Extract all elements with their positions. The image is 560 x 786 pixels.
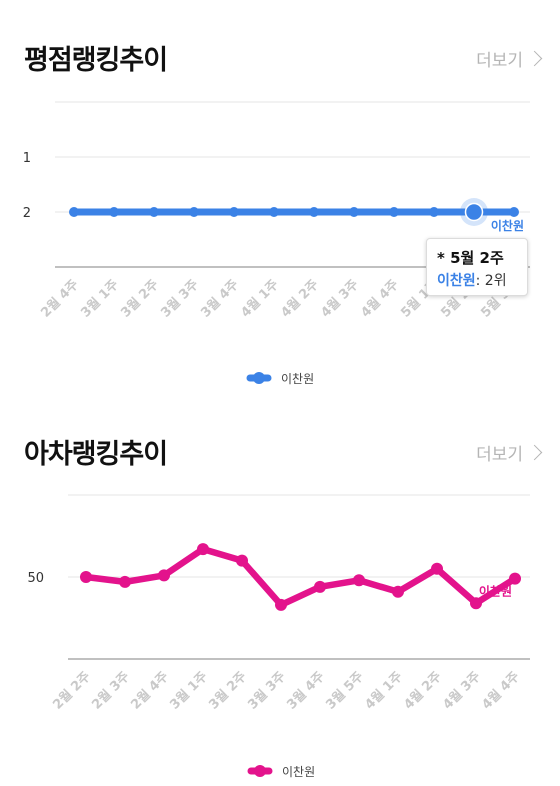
legend-label: 이찬원 bbox=[282, 764, 315, 779]
data-point bbox=[470, 597, 482, 610]
chart-tooltip: * 5월 2주 이찬원: 2위 bbox=[426, 238, 528, 296]
legend-label: 이찬원 bbox=[281, 371, 314, 386]
x-tick-label: 3월 1주 bbox=[167, 668, 211, 712]
series-end-label: 이찬원 bbox=[479, 584, 512, 599]
more-button[interactable]: 더보기 bbox=[476, 440, 543, 465]
x-tick-label: 3월 2주 bbox=[206, 668, 250, 712]
data-point bbox=[119, 575, 131, 588]
x-tick-label: 4월 3주 bbox=[318, 276, 362, 320]
more-label: 더보기 bbox=[476, 445, 523, 465]
y-tick-label: 2 bbox=[23, 206, 31, 221]
data-point bbox=[389, 207, 399, 217]
series-line bbox=[82, 545, 519, 609]
section-title: 아차랭킹추이 bbox=[24, 439, 168, 470]
data-point bbox=[275, 598, 287, 611]
x-tick-label: 3월 1주 bbox=[78, 276, 122, 320]
x-tick-label: 4월 4주 bbox=[479, 668, 523, 712]
x-tick-label: 3월 3주 bbox=[158, 276, 202, 320]
x-tick-label: 2월 4주 bbox=[38, 276, 82, 320]
data-point bbox=[509, 207, 519, 217]
y-tick-label: 1 bbox=[23, 151, 31, 166]
data-point bbox=[314, 580, 326, 593]
data-point bbox=[80, 571, 92, 583]
x-tick-label: 2월 3주 bbox=[89, 668, 133, 712]
x-tick-label: 4월 3주 bbox=[440, 668, 484, 712]
data-point bbox=[158, 569, 170, 582]
x-tick-label: 4월 2주 bbox=[278, 276, 322, 320]
data-point bbox=[269, 207, 279, 217]
x-tick-label: 4월 1주 bbox=[238, 276, 282, 320]
x-tick-label: 3월 2주 bbox=[118, 276, 162, 320]
data-point bbox=[353, 574, 365, 587]
x-tick-label: 2월 4주 bbox=[128, 668, 172, 712]
data-point bbox=[431, 562, 443, 575]
x-tick-label: 3월 4주 bbox=[284, 668, 328, 712]
section-title: 평점랭킹추이 bbox=[24, 45, 168, 76]
data-point bbox=[429, 207, 439, 217]
data-point bbox=[392, 585, 404, 598]
data-point bbox=[69, 207, 79, 217]
x-tick-label: 3월 5주 bbox=[323, 668, 367, 712]
data-point bbox=[229, 207, 239, 217]
tooltip-title: * 5월 2주 bbox=[437, 249, 504, 267]
data-point bbox=[349, 207, 359, 217]
data-point bbox=[509, 572, 521, 585]
tooltip-value: : 2위 bbox=[475, 273, 507, 289]
tooltip-series-name: 이찬원 bbox=[437, 273, 476, 289]
more-button[interactable]: 더보기 bbox=[476, 46, 543, 71]
data-point bbox=[189, 207, 199, 217]
x-tick-label: 3월 4주 bbox=[198, 276, 242, 320]
data-point bbox=[197, 543, 209, 556]
data-point bbox=[464, 202, 484, 222]
data-point bbox=[109, 207, 119, 217]
x-tick-label: 3월 3주 bbox=[245, 668, 289, 712]
x-tick-label: 4월 1주 bbox=[362, 668, 406, 712]
data-point bbox=[149, 207, 159, 217]
data-point bbox=[309, 207, 319, 217]
x-tick-label: 2월 2주 bbox=[50, 668, 94, 712]
more-label: 더보기 bbox=[476, 51, 523, 71]
tooltip-line: 이찬원: 2위 bbox=[437, 270, 507, 290]
legend-swatch-dot bbox=[254, 765, 266, 777]
series-end-label: 이찬원 bbox=[491, 218, 524, 233]
x-tick-label: 4월 2주 bbox=[401, 668, 445, 712]
x-tick-label: 4월 4주 bbox=[358, 276, 402, 320]
y-tick-label: 50 bbox=[27, 571, 44, 586]
legend-swatch-dot bbox=[253, 372, 265, 384]
data-point bbox=[236, 554, 248, 567]
